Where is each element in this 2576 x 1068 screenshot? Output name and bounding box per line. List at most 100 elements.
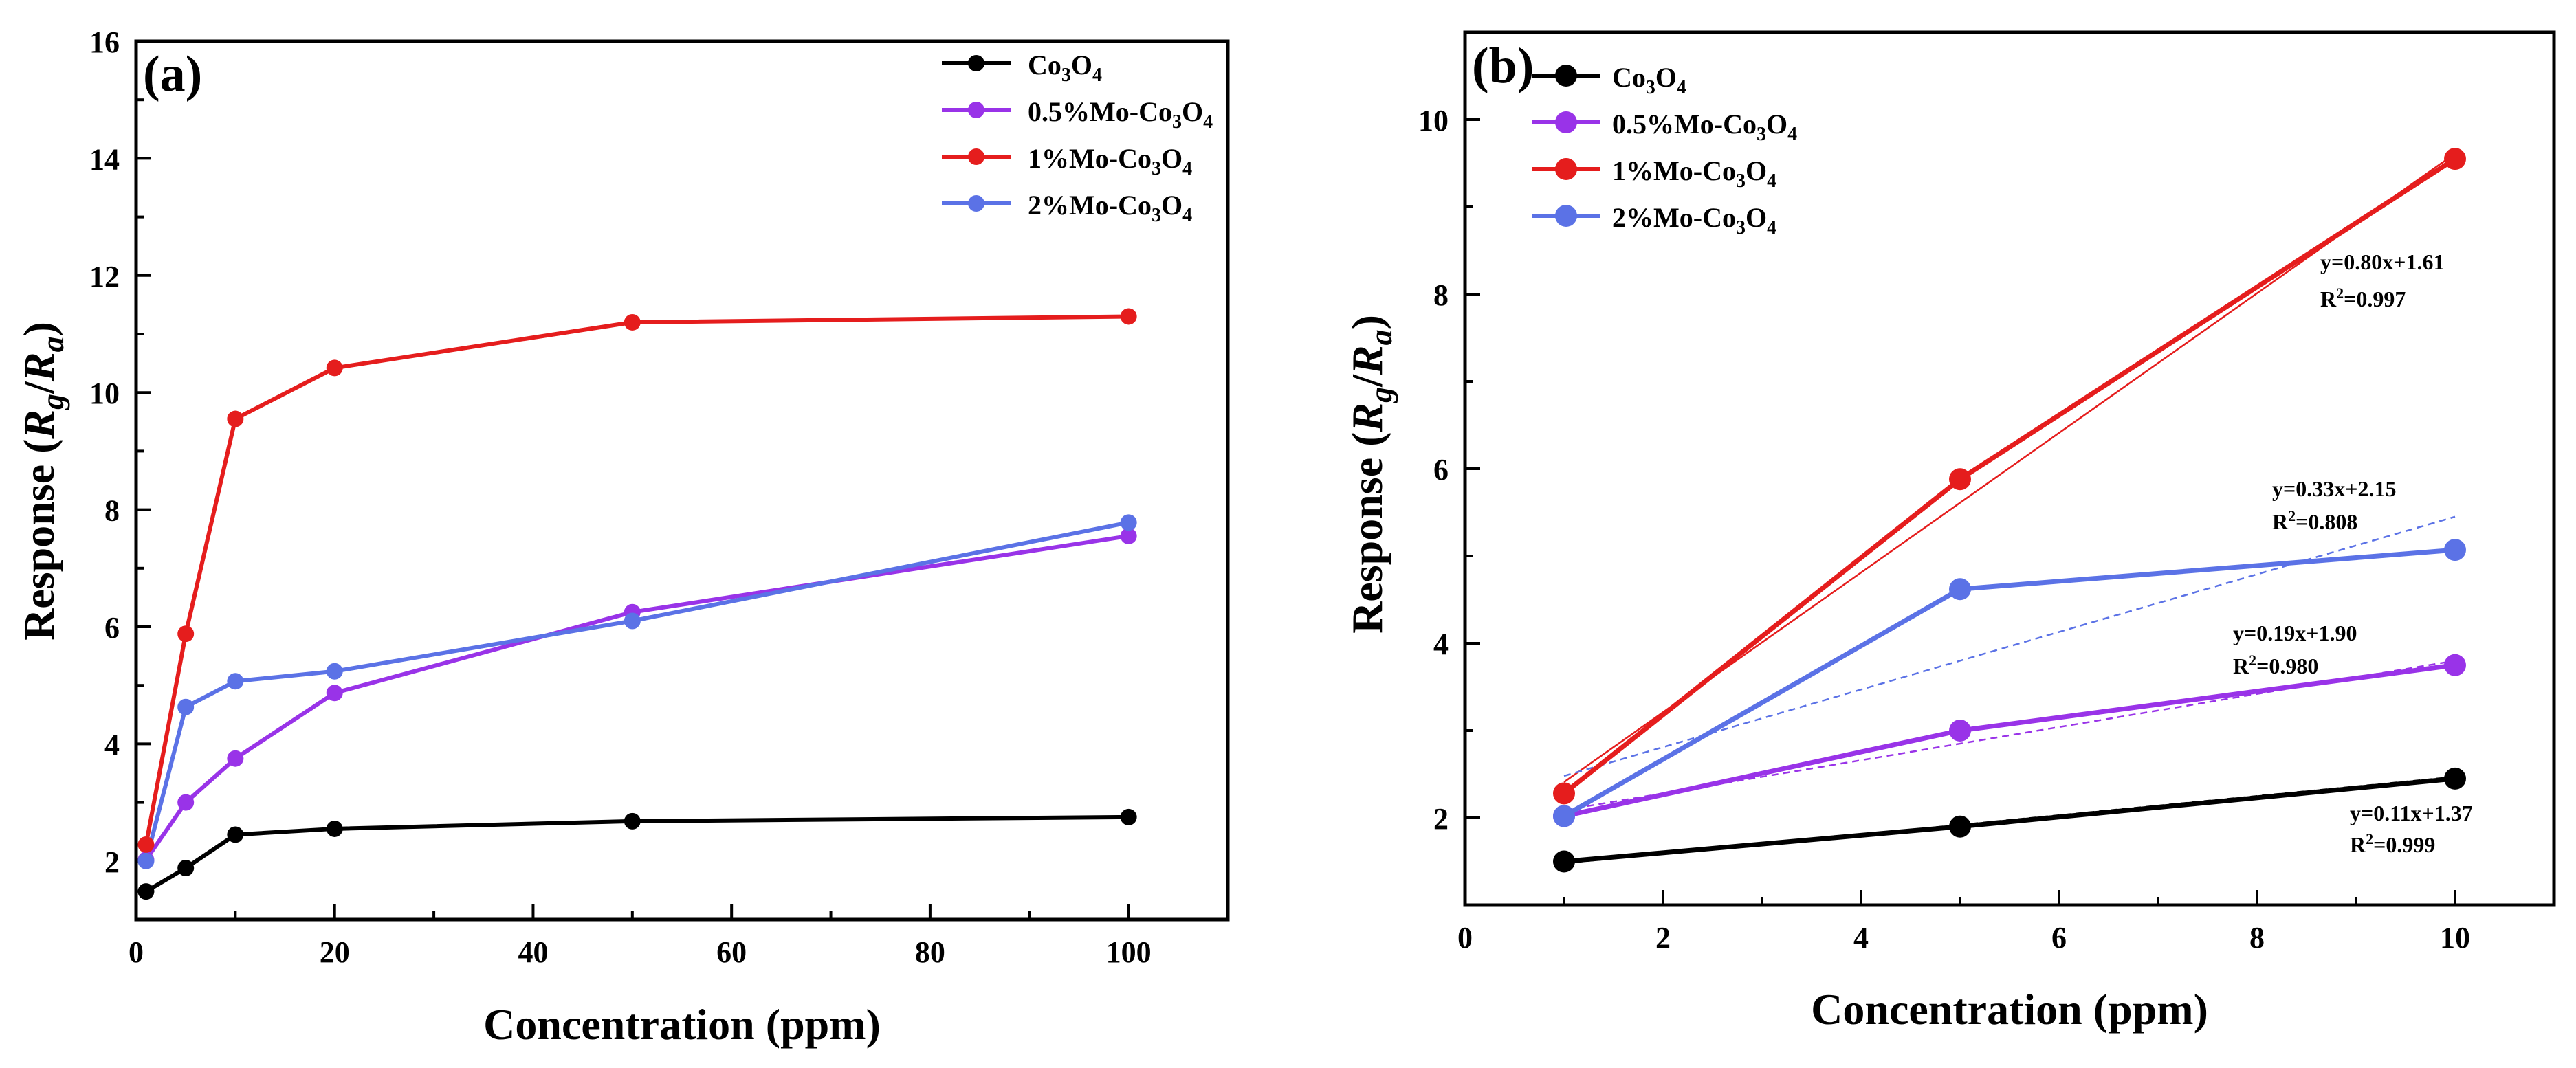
panel-a-point-mo2 xyxy=(227,673,244,690)
legend-a-mo2-label: 2%Mo-Co3O4 xyxy=(1028,190,1192,226)
legend-b-mo05-marker xyxy=(1555,111,1577,133)
fit-r2-1pct: R2=0.997 xyxy=(2320,285,2406,311)
legend-a-mo05-marker xyxy=(968,102,984,118)
legend-a-mo1-label: 1%Mo-Co3O4 xyxy=(1028,143,1192,179)
panel-b-y-tick-label: 10 xyxy=(1418,104,1449,137)
panel-a-y-tick-label: 12 xyxy=(89,260,120,293)
legend-b-mo1-marker xyxy=(1555,158,1577,180)
panel-b-x-tick-label: 4 xyxy=(1853,921,1869,955)
panel-b-point-mo1 xyxy=(2444,148,2466,170)
panel-a-lines xyxy=(144,314,1130,893)
legend-b-mo1: 1%Mo-Co3O4 xyxy=(1532,155,1776,192)
panel-a-point-co3o4 xyxy=(326,820,343,837)
panel-b-x-tick-label: 10 xyxy=(2440,921,2470,955)
fit-equation-2pct: y=0.33x+2.15 xyxy=(2272,476,2396,501)
panel-a-point-mo05 xyxy=(1120,527,1137,544)
panel-a-frame xyxy=(134,39,1230,922)
legend-b-co3o4: Co3O4 xyxy=(1532,62,1686,98)
panel-a-point-mo1 xyxy=(624,313,641,331)
panel-a-ticks xyxy=(135,40,1130,920)
panel-a-point-mo1 xyxy=(177,625,195,643)
panel-a-x-tick-label: 40 xyxy=(518,935,548,969)
panel-a-y-tick-label: 4 xyxy=(104,728,120,761)
panel-a-point-mo05 xyxy=(326,685,343,702)
panel-b-y-tick-label: 8 xyxy=(1433,278,1449,312)
fit-equation-co3o4: y=0.11x+1.37 xyxy=(2350,801,2473,825)
panel-b-x-tick-labels: 0 2 4 6 8 10 xyxy=(1457,921,2470,955)
fit-r2-2pct: R2=0.808 xyxy=(2272,507,2357,534)
panel-a-x-tick-label: 100 xyxy=(1106,935,1152,969)
panel-a-point-mo05 xyxy=(227,750,244,767)
panel-b-ticks xyxy=(1464,118,2456,905)
panel-a: 0 20 40 60 80 100 2 4 6 8 10 12 14 16 (a) Co3O4 0.5%… xyxy=(14,25,1230,1049)
legend-a-mo2: 2%Mo-Co3O4 xyxy=(942,190,1192,226)
fit-annotation-05pct: y=0.19x+1.90 R2=0.980 xyxy=(2233,621,2357,678)
panel-b-point-mo1 xyxy=(1949,468,1971,491)
panel-b-points xyxy=(1553,148,2466,873)
panel-a-legend: Co3O4 0.5%Mo-Co3O4 1%Mo-Co3O4 2%Mo-Co3O4 xyxy=(942,49,1213,226)
panel-b-legend: Co3O4 0.5%Mo-Co3O4 1%Mo-Co3O4 2%Mo-Co3O4 xyxy=(1532,62,1797,238)
legend-b-mo05-label: 0.5%Mo-Co3O4 xyxy=(1612,109,1797,145)
fit-equation-05pct: y=0.19x+1.90 xyxy=(2233,621,2357,645)
fit-annotation-2pct: y=0.33x+2.15 R2=0.808 xyxy=(2272,476,2396,534)
panel-a-point-co3o4 xyxy=(137,883,155,900)
panel-a-point-mo1 xyxy=(326,359,343,377)
panel-a-x-tick-label: 80 xyxy=(915,935,945,969)
panel-a-points xyxy=(137,308,1137,900)
panel-b-point-co3o4 xyxy=(1949,815,1971,838)
panel-a-y-tick-label: 6 xyxy=(104,611,120,645)
legend-b-mo2-marker xyxy=(1555,205,1577,227)
panel-a-y-tick-label: 14 xyxy=(89,142,120,176)
legend-a-mo05-label: 0.5%Mo-Co3O4 xyxy=(1028,96,1213,133)
legend-b-mo2-label: 2%Mo-Co3O4 xyxy=(1612,202,1776,238)
legend-a-mo05: 0.5%Mo-Co3O4 xyxy=(942,96,1213,133)
panel-b-y-tick-labels: 2 4 6 8 10 xyxy=(1418,104,1449,836)
panel-b-point-co3o4 xyxy=(2444,767,2466,790)
panel-a-point-mo2 xyxy=(326,663,343,680)
panel-a-point-co3o4 xyxy=(1120,808,1137,825)
legend-b-mo2: 2%Mo-Co3O4 xyxy=(1532,202,1776,238)
panel-a-point-mo2 xyxy=(137,852,155,869)
panel-a-point-mo2 xyxy=(177,698,195,715)
fit-equation-1pct: y=0.80x+1.61 xyxy=(2320,249,2444,274)
panel-b-x-tick-label: 6 xyxy=(2051,921,2067,955)
legend-a-mo1-marker xyxy=(968,148,984,165)
panel-a-point-co3o4 xyxy=(177,860,195,877)
panel-a-y-tick-label: 2 xyxy=(104,845,120,879)
legend-a-co3o4-marker xyxy=(968,55,984,71)
fit-annotation-co3o4: y=0.11x+1.37 R2=0.999 xyxy=(2350,801,2473,857)
panel-a-series-line-co3o4 xyxy=(144,814,1129,893)
panel-b: 0 2 4 6 8 10 2 4 6 8 10 (b) Co3O4 0.5%Mo-Co3O4 1%… xyxy=(1343,30,2556,1034)
panel-a-point-mo1 xyxy=(1120,308,1137,325)
panel-b-x-axis-title: Concentration (ppm) xyxy=(1811,985,2208,1034)
panel-b-point-mo2 xyxy=(1553,805,1575,827)
legend-b-mo05: 0.5%Mo-Co3O4 xyxy=(1532,109,1797,145)
panel-a-point-co3o4 xyxy=(227,826,244,843)
fit-r2-05pct: R2=0.980 xyxy=(2233,652,2318,678)
panel-a-y-tick-label: 8 xyxy=(104,494,120,528)
panel-b-label: (b) xyxy=(1472,38,1534,94)
panel-b-x-tick-label: 8 xyxy=(2249,921,2265,955)
legend-a-mo2-marker xyxy=(968,195,984,212)
panel-a-x-tick-label: 0 xyxy=(129,935,144,969)
panel-a-series-line-mo2 xyxy=(144,520,1130,862)
panel-b-y-tick-label: 4 xyxy=(1433,627,1449,661)
panel-b-series-line-co3o4 xyxy=(1563,776,2456,864)
panel-a-point-mo1 xyxy=(137,836,155,853)
legend-a-co3o4-label: Co3O4 xyxy=(1028,49,1102,86)
panel-a-series-line-mo1 xyxy=(144,314,1129,845)
panel-b-point-mo2 xyxy=(2444,539,2466,561)
panel-a-point-mo2 xyxy=(624,612,641,630)
panel-a-y-tick-label: 16 xyxy=(89,25,120,59)
panel-b-point-mo05 xyxy=(2444,654,2466,676)
fit-r2-co3o4: R2=0.999 xyxy=(2350,830,2435,857)
panel-b-y-axis-title: Response (Rg/Ra) xyxy=(1343,315,1398,634)
panel-b-point-mo2 xyxy=(1949,578,1971,601)
panel-a-label: (a) xyxy=(143,46,202,102)
panel-a-y-tick-labels: 2 4 6 8 10 12 14 16 xyxy=(89,25,120,879)
panel-b-x-tick-label: 0 xyxy=(1457,921,1473,955)
panel-a-point-mo05 xyxy=(177,794,195,811)
legend-a-co3o4: Co3O4 xyxy=(942,49,1102,86)
panel-a-y-tick-label: 10 xyxy=(89,377,120,410)
